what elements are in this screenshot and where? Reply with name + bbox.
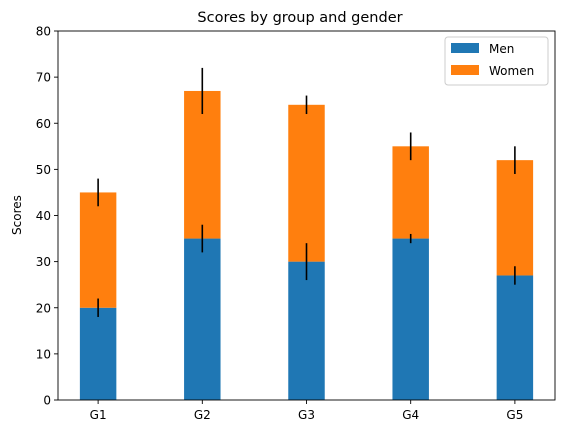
- x-tick-label-g3: G3: [298, 408, 315, 422]
- bar-women-g3: [288, 104, 325, 262]
- bar-women-g5: [496, 160, 534, 276]
- legend-label-women: Women: [489, 64, 534, 78]
- y-tick-label-30: 30: [36, 255, 51, 269]
- bar-men-g2: [184, 238, 221, 400]
- bar-men-g1: [79, 307, 117, 400]
- bar-women-g4: [392, 146, 429, 239]
- legend-swatch-women: [451, 65, 479, 75]
- legend-label-men: Men: [489, 42, 514, 56]
- y-tick-label-60: 60: [36, 117, 51, 131]
- y-tick-label-40: 40: [36, 209, 51, 223]
- y-tick-label-10: 10: [36, 347, 51, 361]
- x-tick-label-g1: G1: [90, 408, 107, 422]
- legend: Men Women: [444, 36, 549, 86]
- error-bars-layer: [97, 67, 516, 317]
- bar-women-g1: [79, 192, 117, 308]
- y-axis-label: Scores: [10, 195, 24, 235]
- bar-men-g5: [496, 275, 534, 400]
- axes-layer: 0 10 20 30 40 50 60 70 80 G1 G2 G3 G4 G5: [36, 25, 556, 422]
- y-tick-label-0: 0: [43, 394, 51, 408]
- x-tick-label-g2: G2: [194, 408, 211, 422]
- y-tick-label-20: 20: [36, 301, 51, 315]
- bar-men-g3: [288, 261, 325, 400]
- chart-title: Scores by group and gender: [197, 10, 402, 26]
- bar-men-g4: [392, 238, 429, 400]
- y-tick-label-70: 70: [36, 71, 51, 85]
- bars-layer: [79, 90, 534, 400]
- bar-women-g2: [184, 90, 221, 239]
- x-tick-label-g5: G5: [506, 408, 523, 422]
- legend-swatch-men: [451, 43, 479, 53]
- y-tick-label-80: 80: [36, 25, 51, 39]
- y-tick-label-50: 50: [36, 163, 51, 177]
- x-tick-label-g4: G4: [402, 408, 419, 422]
